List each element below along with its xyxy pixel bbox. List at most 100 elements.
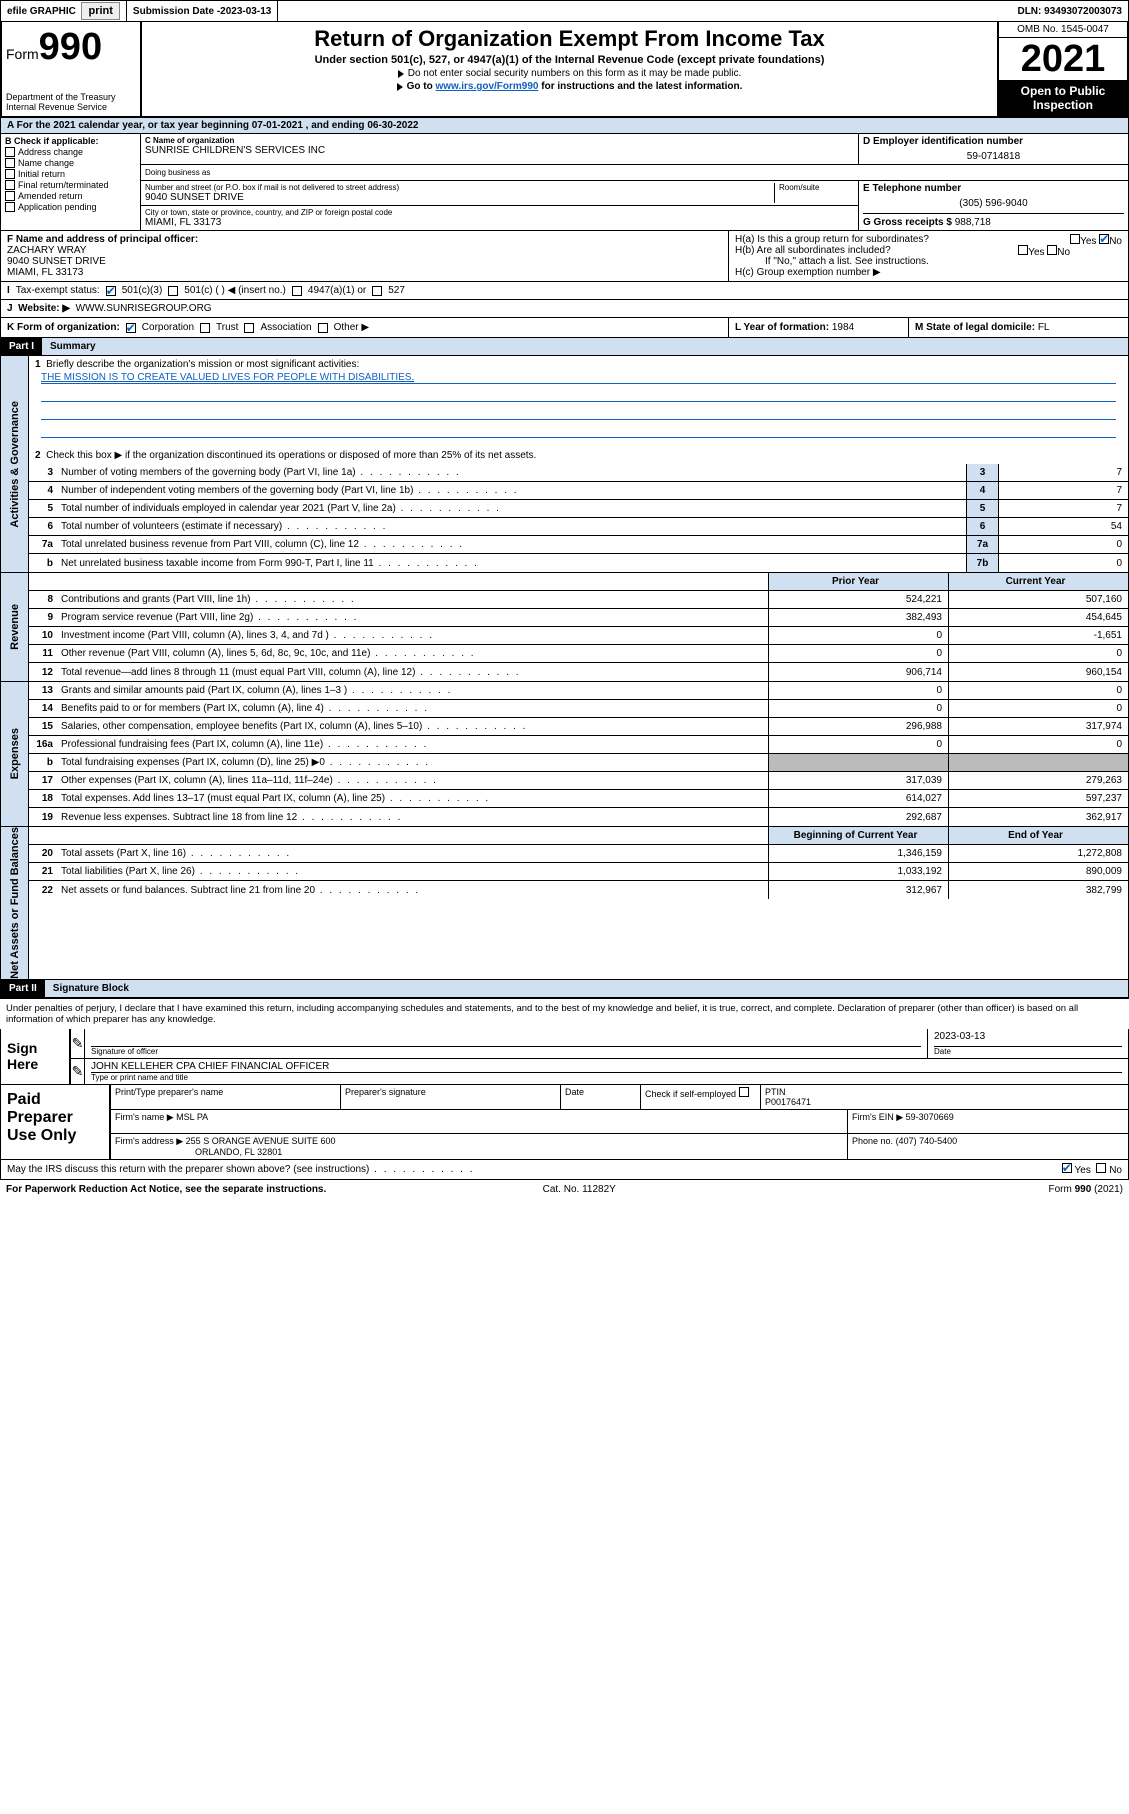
sig-declaration: Under penalties of perjury, I declare th… bbox=[0, 998, 1129, 1029]
m-state-domicile: M State of legal domicile: FL bbox=[908, 318, 1128, 337]
section-governance: Activities & Governance 1 Briefly descri… bbox=[0, 356, 1129, 573]
chk-527[interactable] bbox=[372, 286, 382, 296]
prep-print-name[interactable]: Print/Type preparer's name bbox=[111, 1085, 341, 1109]
form-subtitle: Under section 501(c), 527, or 4947(a)(1)… bbox=[146, 54, 993, 66]
row-f-h: F Name and address of principal officer:… bbox=[0, 231, 1129, 282]
triangle-icon bbox=[397, 83, 403, 91]
side-revenue: Revenue bbox=[1, 573, 29, 681]
irs-link[interactable]: www.irs.gov/Form990 bbox=[435, 81, 538, 92]
block-identity: B Check if applicable: Address change Na… bbox=[0, 134, 1129, 231]
paid-preparer-block: Paid Preparer Use Only Print/Type prepar… bbox=[0, 1085, 1129, 1160]
ha-no-box[interactable] bbox=[1099, 234, 1109, 244]
may-irs-discuss: May the IRS discuss this return with the… bbox=[0, 1160, 1129, 1180]
col-cde: C Name of organization SUNRISE CHILDREN'… bbox=[141, 134, 1128, 230]
form-header: Form990 Department of the TreasuryIntern… bbox=[0, 22, 1129, 118]
print-button[interactable]: print bbox=[81, 2, 119, 20]
sign-here-label: Sign Here bbox=[1, 1029, 71, 1084]
sig-officer-line[interactable]: Signature of officer bbox=[85, 1029, 928, 1058]
d-ein: D Employer identification number 59-0714… bbox=[858, 134, 1128, 164]
h-a: H(a) Is this a group return for subordin… bbox=[735, 234, 1122, 245]
col-headers-rev: Prior Year Current Year bbox=[29, 573, 1128, 591]
footer-left: For Paperwork Reduction Act Notice, see … bbox=[6, 1184, 326, 1195]
chk-address-change[interactable]: Address change bbox=[5, 147, 136, 157]
rev-line-12: 12Total revenue—add lines 8 through 11 (… bbox=[29, 663, 1128, 681]
ha-yes-box[interactable] bbox=[1070, 234, 1080, 244]
form-number: Form990 bbox=[6, 26, 136, 69]
hb-yes-box[interactable] bbox=[1018, 245, 1028, 255]
page-footer: For Paperwork Reduction Act Notice, see … bbox=[0, 1180, 1129, 1199]
prep-firm-ein: Firm's EIN ▶ 59-3070669 bbox=[848, 1110, 1128, 1133]
chk-assoc[interactable] bbox=[244, 323, 254, 333]
chk-corp[interactable] bbox=[126, 323, 136, 333]
omb-number: OMB No. 1545-0047 bbox=[999, 22, 1127, 38]
exp-line-19: 19Revenue less expenses. Subtract line 1… bbox=[29, 808, 1128, 826]
may-no-box[interactable] bbox=[1096, 1163, 1106, 1173]
net-line-22: 22Net assets or fund balances. Subtract … bbox=[29, 881, 1128, 899]
g-gross-receipts: G Gross receipts $ 988,718 bbox=[863, 213, 1124, 228]
note-link: Go to www.irs.gov/Form990 for instructio… bbox=[146, 81, 993, 92]
mission-text: THE MISSION IS TO CREATE VALUED LIVES FO… bbox=[41, 372, 414, 383]
h-b: H(b) Are all subordinates included? Yes … bbox=[735, 245, 1122, 256]
may-yes-box[interactable] bbox=[1062, 1163, 1072, 1173]
sig-date: 2023-03-13 Date bbox=[928, 1029, 1128, 1058]
part2-header: Part II Signature Block bbox=[0, 980, 1129, 998]
prep-firm-name: Firm's name ▶ MSL PA bbox=[111, 1110, 848, 1133]
rev-line-8: 8Contributions and grants (Part VIII, li… bbox=[29, 591, 1128, 609]
prep-ptin: PTINP00176471 bbox=[761, 1085, 1128, 1109]
tax-year: 2021 bbox=[999, 38, 1127, 80]
chk-final-return[interactable]: Final return/terminated bbox=[5, 180, 136, 190]
i-tax-status: ITax-exempt status: 501(c)(3) 501(c) ( )… bbox=[1, 282, 1128, 299]
header-right: OMB No. 1545-0047 2021 Open to Public In… bbox=[997, 22, 1127, 116]
side-expenses: Expenses bbox=[1, 682, 29, 826]
j-website: J Website: ▶ WWW.SUNRISEGROUP.ORG bbox=[1, 299, 1128, 317]
dln: DLN: 93493072003073 bbox=[1011, 1, 1128, 21]
chk-name-change[interactable]: Name change bbox=[5, 158, 136, 168]
exp-line-17: 17Other expenses (Part IX, column (A), l… bbox=[29, 772, 1128, 790]
sig-name-title: JOHN KELLEHER CPA CHIEF FINANCIAL OFFICE… bbox=[85, 1059, 1128, 1084]
part1-header: Part I Summary bbox=[0, 338, 1129, 356]
prep-self-employed[interactable]: Check if self-employed bbox=[641, 1085, 761, 1109]
pen-icon: ✎ bbox=[71, 1029, 85, 1058]
chk-501c[interactable] bbox=[168, 286, 178, 296]
prep-date[interactable]: Date bbox=[561, 1085, 641, 1109]
c-org-name: C Name of organization SUNRISE CHILDREN'… bbox=[141, 134, 858, 164]
pen-icon: ✎ bbox=[71, 1059, 85, 1084]
chk-amended[interactable]: Amended return bbox=[5, 191, 136, 201]
net-line-21: 21Total liabilities (Part X, line 26)1,0… bbox=[29, 863, 1128, 881]
c-city: City or town, state or province, country… bbox=[141, 206, 858, 230]
dept-treasury: Department of the TreasuryInternal Reven… bbox=[6, 92, 136, 112]
rev-line-11: 11Other revenue (Part VIII, column (A), … bbox=[29, 645, 1128, 663]
gov-line-7a: 7aTotal unrelated business revenue from … bbox=[29, 536, 1128, 554]
section-revenue: Revenue Prior Year Current Year 8Contrib… bbox=[0, 573, 1129, 682]
row-a-tax-year: A For the 2021 calendar year, or tax yea… bbox=[0, 118, 1129, 134]
f-officer: F Name and address of principal officer:… bbox=[7, 234, 722, 278]
submission-date: Submission Date - 2023-03-13 bbox=[127, 1, 278, 21]
c-dba: Doing business as bbox=[141, 165, 1128, 181]
row-k-l-m: K Form of organization: Corporation Trus… bbox=[0, 318, 1129, 338]
section-expenses: Expenses 13Grants and similar amounts pa… bbox=[0, 682, 1129, 827]
chk-trust[interactable] bbox=[200, 323, 210, 333]
l-year-formation: L Year of formation: 1984 bbox=[728, 318, 908, 337]
chk-501c3[interactable] bbox=[106, 286, 116, 296]
chk-app-pending[interactable]: Application pending bbox=[5, 202, 136, 212]
h-c: H(c) Group exemption number ▶ bbox=[735, 267, 1122, 278]
header-left: Form990 Department of the TreasuryIntern… bbox=[2, 22, 142, 116]
exp-line-14: 14Benefits paid to or for members (Part … bbox=[29, 700, 1128, 718]
hb-no-box[interactable] bbox=[1047, 245, 1057, 255]
section-netassets: Net Assets or Fund Balances Beginning of… bbox=[0, 827, 1129, 980]
exp-line-15: 15Salaries, other compensation, employee… bbox=[29, 718, 1128, 736]
chk-other[interactable] bbox=[318, 323, 328, 333]
chk-initial-return[interactable]: Initial return bbox=[5, 169, 136, 179]
gov-line-5: 5Total number of individuals employed in… bbox=[29, 500, 1128, 518]
col-headers-net: Beginning of Current Year End of Year bbox=[29, 827, 1128, 845]
header-mid: Return of Organization Exempt From Incom… bbox=[142, 22, 997, 116]
prep-phone: Phone no. (407) 740-5400 bbox=[848, 1134, 1128, 1159]
side-governance: Activities & Governance bbox=[1, 356, 29, 572]
exp-line-13: 13Grants and similar amounts paid (Part … bbox=[29, 682, 1128, 700]
gov-line-6: 6Total number of volunteers (estimate if… bbox=[29, 518, 1128, 536]
rev-line-10: 10Investment income (Part VIII, column (… bbox=[29, 627, 1128, 645]
gov-line-7b: bNet unrelated business taxable income f… bbox=[29, 554, 1128, 572]
net-line-20: 20Total assets (Part X, line 16)1,346,15… bbox=[29, 845, 1128, 863]
prep-signature[interactable]: Preparer's signature bbox=[341, 1085, 561, 1109]
chk-4947[interactable] bbox=[292, 286, 302, 296]
